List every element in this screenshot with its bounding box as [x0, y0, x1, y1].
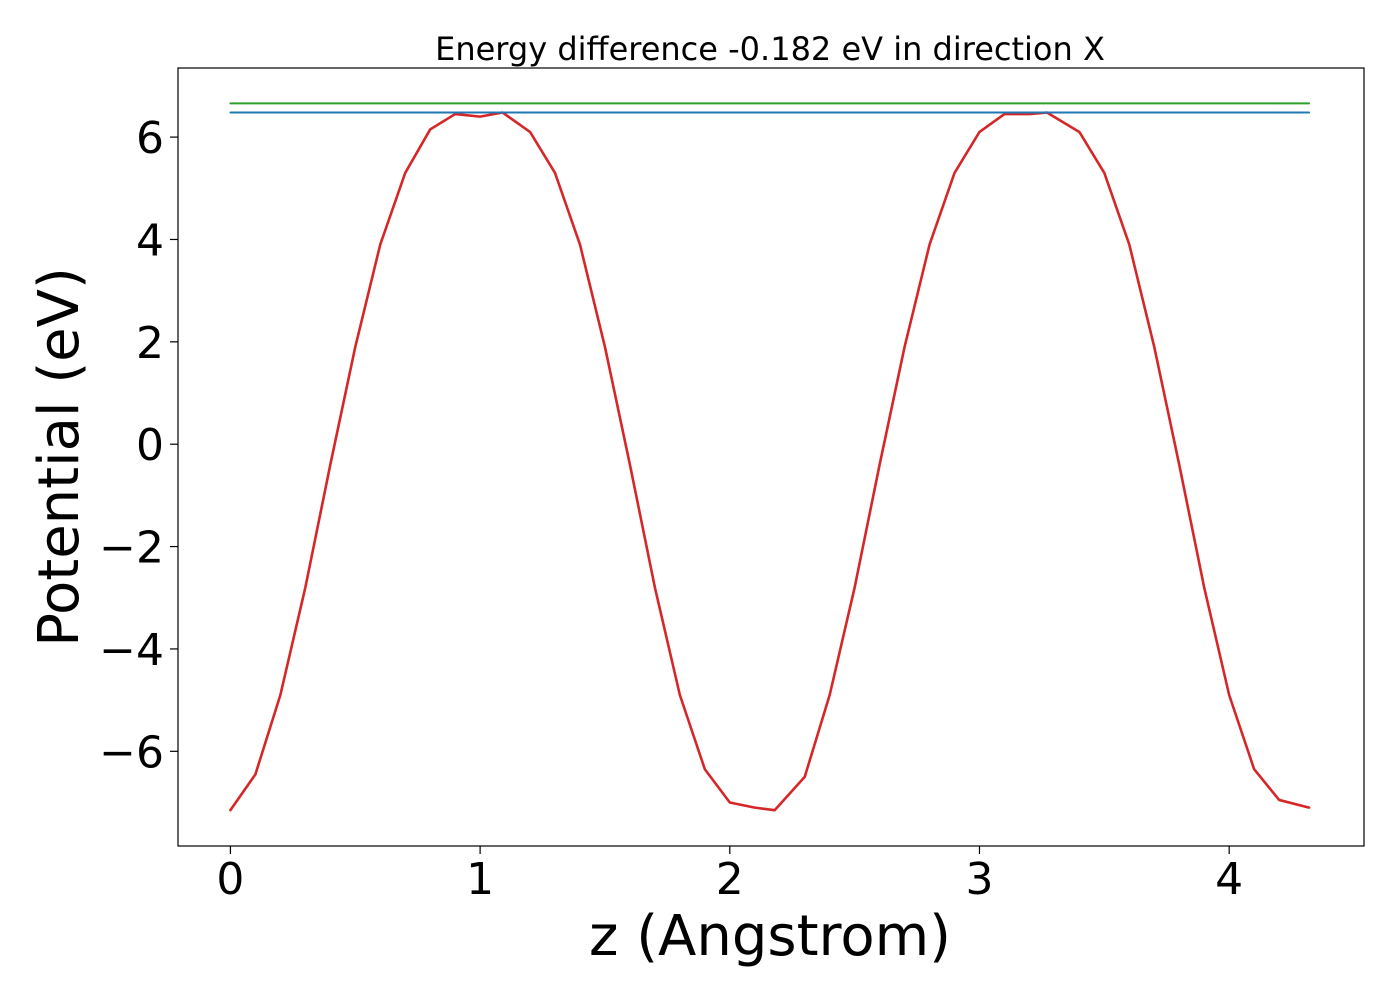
- y-axis: −6 −4 −2 0 2 4 6: [99, 113, 178, 778]
- x-tick-label: 4: [1215, 854, 1243, 905]
- x-axis-label: z (Angstrom): [589, 904, 951, 969]
- y-tick-label: 6: [136, 113, 164, 164]
- x-tick-label: 3: [965, 854, 993, 905]
- y-tick-label: −2: [99, 523, 164, 574]
- x-tick-label: 1: [466, 854, 494, 905]
- y-tick-label: −6: [99, 727, 164, 778]
- plot-frame: [177, 67, 1365, 847]
- y-tick-label: −4: [99, 625, 164, 676]
- x-tick-label: 2: [716, 854, 744, 905]
- chart-title: Energy difference -0.182 eV in direction…: [435, 30, 1105, 68]
- potential-series-line: [229, 111, 1311, 812]
- x-axis: 0 1 2 3 4: [216, 846, 1243, 905]
- y-tick-label: 2: [136, 318, 164, 369]
- y-tick-label: 0: [136, 420, 164, 471]
- plot-area: [229, 102, 1311, 812]
- y-axis-label: Potential (eV): [27, 267, 92, 647]
- y-tick-label: 4: [136, 215, 164, 266]
- x-tick-label: 0: [216, 854, 244, 905]
